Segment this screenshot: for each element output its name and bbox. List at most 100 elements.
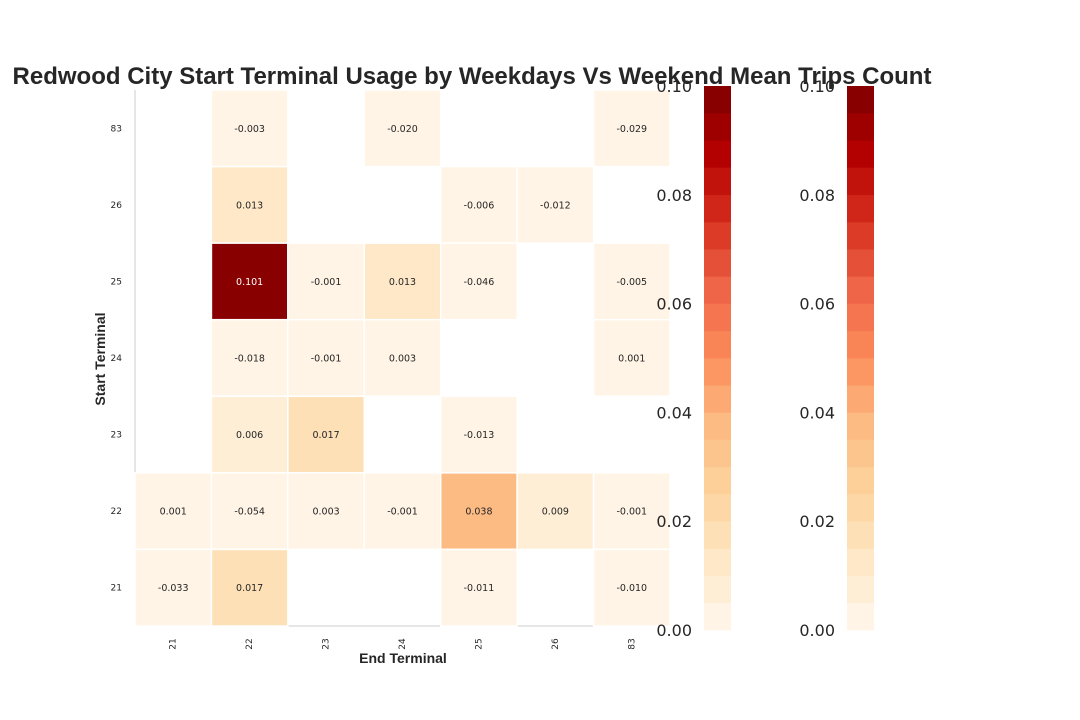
colorbar-segment <box>704 167 731 196</box>
heatmap-cell <box>210 165 289 244</box>
cell-value-label: 0.003 <box>312 507 339 518</box>
cell-value-label: -0.054 <box>234 507 265 518</box>
cell-value-label: 0.017 <box>236 583 263 594</box>
colorbar-segment <box>847 222 874 250</box>
colorbar-segment <box>704 466 731 495</box>
heatmap-cell <box>592 242 671 321</box>
heatmap-cell <box>592 548 671 627</box>
cell-value-label: -0.010 <box>616 583 647 594</box>
colorbar-tick-label: 0.06 <box>799 295 835 314</box>
cell-value-label: -0.006 <box>464 200 495 211</box>
y-axis-ticks: 83 26 25 24 23 22 21 <box>111 124 123 593</box>
heatmap-cell <box>439 242 518 321</box>
x-tick-label: 26 <box>551 638 561 650</box>
cell-value-label: -0.033 <box>158 583 189 594</box>
y-tick-label: 22 <box>111 507 122 517</box>
x-tick-label: 83 <box>627 638 637 649</box>
colorbar-segment <box>847 521 874 549</box>
colorbar-tick-label: 0.00 <box>799 621 835 640</box>
heatmap-cell <box>210 395 289 474</box>
cell-value-label: -0.018 <box>234 354 265 365</box>
colorbars: 0.00 0.02 0.04 0.06 0.08 0.10 0.00 0.02 0.04 0.06… <box>656 77 874 640</box>
heatmap-cell <box>363 472 442 551</box>
colorbar-tick-label: 0.08 <box>656 186 692 205</box>
y-axis-label: Start Terminal <box>92 312 108 405</box>
colorbar-segment <box>847 358 874 386</box>
colorbar-tick-label: 0.10 <box>656 77 692 96</box>
heatmap-cell <box>592 472 671 551</box>
x-tick-label: 22 <box>245 638 255 649</box>
colorbar-segment <box>704 303 731 332</box>
colorbar-segment <box>847 86 874 114</box>
colorbar-segment <box>847 575 874 604</box>
colorbar-segment <box>704 412 731 440</box>
chart-title: Redwood City Start Terminal Usage by Wee… <box>13 63 932 90</box>
cell-value-label: 0.001 <box>160 507 187 518</box>
heatmap-cell <box>439 472 518 551</box>
colorbar-segment <box>847 602 874 631</box>
heatmap-cell <box>287 395 366 474</box>
colorbar-segment <box>704 222 731 250</box>
colorbar-segment <box>704 494 731 522</box>
colorbar-tick-label: 0.00 <box>656 621 692 640</box>
x-axis-label: End Terminal <box>359 650 447 666</box>
colorbar-tick-label: 0.04 <box>799 403 835 422</box>
colorbar-segment <box>847 412 874 440</box>
colorbar-segment <box>704 575 731 604</box>
y-tick-label: 83 <box>111 124 122 134</box>
cell-value-label: -0.012 <box>540 200 571 211</box>
heatmap-cell <box>439 548 518 627</box>
cell-value-label: 0.013 <box>389 277 416 288</box>
heatmap-cell <box>134 548 213 627</box>
colorbar-segment <box>704 276 731 304</box>
cell-value-label: -0.013 <box>464 430 495 441</box>
cell-value-label: -0.001 <box>387 507 418 518</box>
x-tick-label: 23 <box>322 638 332 649</box>
y-tick-label: 24 <box>111 354 123 364</box>
colorbar-tick-label: 0.10 <box>799 77 835 96</box>
cell-value-label: -0.003 <box>234 124 265 135</box>
colorbar-segment <box>847 303 874 332</box>
heatmap-cell <box>363 89 442 168</box>
colorbar-segment <box>847 276 874 304</box>
colorbar-segment <box>847 548 874 576</box>
colorbar-segment <box>847 330 874 359</box>
heatmap-cell <box>210 548 289 627</box>
cell-value-label: -0.046 <box>464 277 495 288</box>
heatmap-cell <box>516 472 595 551</box>
colorbar-segment <box>847 113 874 141</box>
colorbar-segment <box>704 521 731 549</box>
colorbar-segment <box>704 330 731 359</box>
heatmap-cell <box>210 89 289 168</box>
heatmap-cell <box>516 165 595 244</box>
heatmap-cell <box>210 242 289 321</box>
y-tick-label: 23 <box>111 431 122 441</box>
colorbar-tick-label: 0.06 <box>656 295 692 314</box>
colorbar-segment <box>847 140 874 168</box>
colorbar-segment <box>704 86 731 114</box>
colorbar-segment <box>847 167 874 196</box>
colorbar: 0.00 0.02 0.04 0.06 0.08 0.10 <box>799 77 874 640</box>
x-tick-label: 24 <box>398 638 408 650</box>
cell-value-label: 0.001 <box>618 354 645 365</box>
colorbar-segment <box>847 439 874 468</box>
heatmap-cell <box>210 318 289 398</box>
heatmap-cell <box>592 318 671 398</box>
colorbar-segment <box>847 466 874 495</box>
colorbar-segment <box>704 113 731 141</box>
y-tick-label: 21 <box>111 584 122 594</box>
heatmap-cell <box>439 395 518 474</box>
y-tick-label: 26 <box>111 201 123 211</box>
cell-value-label: -0.011 <box>464 583 495 594</box>
x-tick-label: 21 <box>169 638 179 649</box>
colorbar-tick-label: 0.08 <box>799 186 835 205</box>
colorbar-segment <box>704 194 731 223</box>
cell-value-label: 0.101 <box>236 277 263 288</box>
cell-value-label: 0.038 <box>465 507 492 518</box>
colorbar-segment <box>847 494 874 522</box>
cell-value-label: 0.003 <box>389 354 416 365</box>
colorbar-segment <box>704 439 731 468</box>
colorbar-segment <box>847 249 874 277</box>
cell-value-label: 0.017 <box>312 430 339 441</box>
